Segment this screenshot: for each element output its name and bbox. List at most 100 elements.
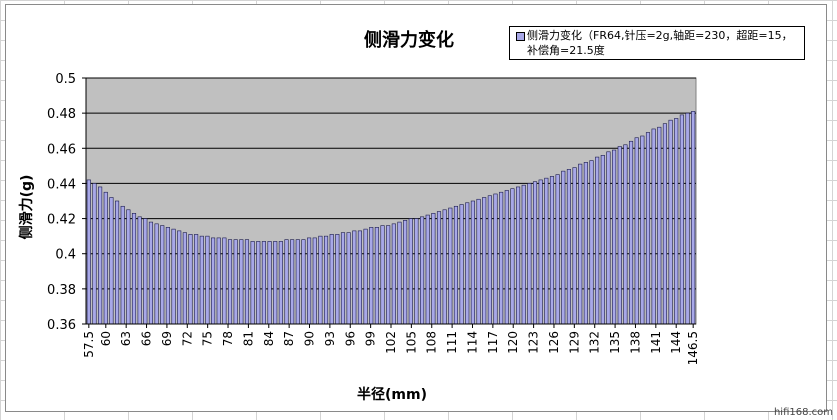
bar bbox=[233, 239, 238, 325]
bar bbox=[222, 237, 227, 325]
chart-legend[interactable]: 侧滑力变化（FR64,针压=2g,轴距=230，超距=15，补偿角=21.5度 bbox=[509, 26, 805, 60]
x-tick-label: 126 bbox=[547, 331, 561, 354]
bar bbox=[634, 137, 639, 325]
bar bbox=[369, 227, 374, 325]
bar bbox=[244, 239, 250, 325]
bar bbox=[657, 126, 662, 325]
bar bbox=[628, 140, 634, 325]
bar bbox=[143, 218, 148, 325]
legend-swatch bbox=[516, 32, 525, 41]
bar bbox=[307, 237, 312, 325]
bar bbox=[329, 234, 334, 325]
bar bbox=[103, 191, 108, 325]
bar bbox=[211, 237, 216, 325]
bar bbox=[278, 241, 283, 325]
bar bbox=[408, 218, 413, 325]
x-tick-label: 146.5 bbox=[686, 331, 700, 365]
bar bbox=[131, 213, 137, 325]
x-tick-label: 144 bbox=[669, 331, 683, 354]
bar bbox=[516, 186, 521, 325]
bar bbox=[459, 204, 464, 325]
bar bbox=[261, 241, 266, 325]
bar bbox=[182, 232, 187, 325]
bar bbox=[414, 218, 419, 325]
x-tick-label: 93 bbox=[323, 331, 337, 346]
bar bbox=[380, 225, 385, 325]
x-axis-label: 半径(mm) bbox=[357, 387, 427, 403]
bar bbox=[199, 235, 204, 325]
x-tick-label: 120 bbox=[506, 331, 520, 354]
bar bbox=[595, 156, 600, 325]
x-tick-label: 96 bbox=[343, 331, 357, 346]
bar bbox=[335, 234, 340, 325]
bar bbox=[171, 228, 176, 325]
bar bbox=[323, 235, 329, 325]
bar bbox=[448, 207, 453, 325]
x-tick-label: 60 bbox=[99, 331, 113, 346]
bar bbox=[436, 211, 442, 325]
bar bbox=[352, 230, 357, 325]
bar bbox=[194, 234, 199, 325]
bar bbox=[527, 183, 532, 325]
bar bbox=[617, 146, 622, 325]
bar bbox=[273, 241, 278, 325]
bar bbox=[532, 181, 538, 325]
bar bbox=[363, 228, 368, 325]
x-tick-label: 108 bbox=[425, 331, 439, 354]
bar bbox=[476, 198, 481, 325]
bar bbox=[115, 200, 120, 325]
x-tick-label: 102 bbox=[384, 331, 398, 354]
bar bbox=[290, 239, 295, 325]
bar bbox=[188, 234, 193, 325]
bar bbox=[357, 230, 362, 325]
y-tick-label: 0.44 bbox=[47, 177, 76, 192]
bar bbox=[544, 177, 549, 325]
bar bbox=[549, 176, 555, 325]
bar bbox=[120, 205, 125, 325]
bar bbox=[640, 135, 645, 325]
bar bbox=[227, 239, 233, 325]
bar bbox=[284, 239, 289, 325]
x-tick-label: 75 bbox=[201, 331, 215, 346]
legend-series-label: 侧滑力变化（FR64,针压=2g,轴距=230，超距=15，补偿角=21.5度 bbox=[527, 29, 793, 57]
bar bbox=[685, 112, 690, 325]
bar bbox=[267, 241, 272, 325]
x-tick-label: 87 bbox=[282, 331, 296, 346]
bar bbox=[374, 227, 379, 325]
x-tick-label: 114 bbox=[465, 331, 479, 354]
bar bbox=[403, 220, 408, 325]
x-tick-label: 105 bbox=[404, 331, 418, 354]
x-tick-label: 117 bbox=[486, 331, 500, 354]
bar bbox=[442, 209, 447, 325]
watermark-text: hifi168.com bbox=[773, 407, 833, 418]
bar bbox=[397, 221, 402, 325]
y-tick-label: 0.42 bbox=[47, 213, 76, 228]
x-tick-label: 81 bbox=[241, 331, 255, 346]
x-tick-label: 90 bbox=[303, 331, 317, 346]
bar bbox=[250, 241, 255, 325]
bar bbox=[482, 197, 487, 325]
bar bbox=[295, 239, 300, 325]
bar bbox=[160, 225, 165, 325]
y-tick-label: 0.48 bbox=[47, 107, 76, 122]
bar bbox=[318, 235, 323, 325]
bar bbox=[465, 202, 470, 325]
x-tick-label: 57.5 bbox=[82, 331, 96, 358]
x-tick-label: 78 bbox=[221, 331, 235, 346]
bar bbox=[386, 225, 391, 325]
bar bbox=[98, 186, 103, 325]
x-tick-label: 123 bbox=[527, 331, 541, 354]
bar bbox=[487, 195, 492, 325]
chart-title: 侧滑力变化 bbox=[364, 30, 454, 51]
bar bbox=[499, 191, 504, 325]
bar bbox=[510, 188, 515, 325]
bar bbox=[612, 149, 617, 325]
y-tick-label: 0.5 bbox=[55, 72, 76, 87]
bar bbox=[109, 197, 114, 325]
bar bbox=[391, 223, 396, 325]
bar bbox=[679, 114, 684, 325]
bar bbox=[216, 237, 221, 325]
bar bbox=[662, 123, 667, 325]
x-tick-label: 111 bbox=[445, 331, 459, 354]
